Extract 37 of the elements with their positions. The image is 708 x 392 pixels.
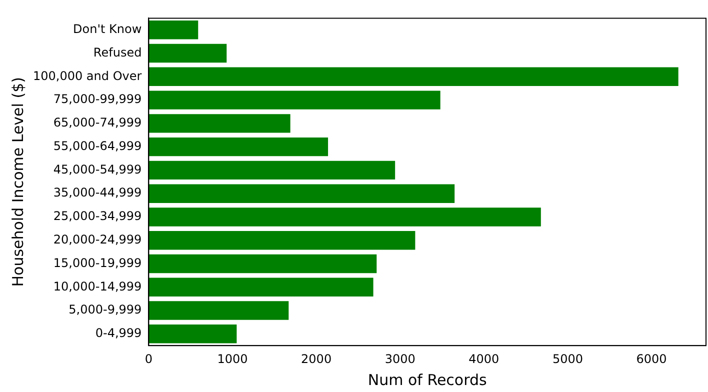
bar xyxy=(148,90,440,110)
x-tick-label: 3000 xyxy=(384,352,416,366)
y-tick-label: 20,000-24,999 xyxy=(53,232,142,246)
y-tick-label: Refused xyxy=(93,45,142,60)
x-tick-label: 2000 xyxy=(301,352,332,366)
y-axis-title: Household Income Level ($) xyxy=(8,77,27,287)
bar xyxy=(148,278,374,296)
x-tick-label: 5000 xyxy=(552,352,583,366)
y-tick-label: 45,000-54,999 xyxy=(53,162,142,176)
bar xyxy=(148,44,227,63)
x-tick-label: 1000 xyxy=(217,352,248,366)
y-tick-label: 75,000-99,999 xyxy=(53,92,142,106)
bar xyxy=(148,160,396,180)
x-tick-label: 6000 xyxy=(636,352,667,366)
bar xyxy=(148,67,678,86)
bar xyxy=(148,114,290,133)
y-tick-label: Don't Know xyxy=(73,22,142,36)
y-tick-label: 25,000-34,999 xyxy=(53,209,142,224)
bar xyxy=(148,324,237,344)
bar xyxy=(148,208,541,226)
x-axis-title: Num of Records xyxy=(368,370,488,389)
bar xyxy=(148,254,377,274)
bar xyxy=(148,20,198,40)
bar xyxy=(148,231,416,250)
bar xyxy=(148,137,328,156)
y-tick-label: 100,000 and Over xyxy=(32,68,142,83)
y-tick-label: 10,000-14,999 xyxy=(53,279,142,294)
x-tick-label: 4000 xyxy=(468,352,500,366)
y-tick-label: 65,000-74,999 xyxy=(53,116,142,130)
y-tick-label: 55,000-64,999 xyxy=(53,138,142,153)
y-tick-label: 15,000-19,999 xyxy=(53,256,142,270)
bar xyxy=(148,184,455,203)
bar xyxy=(148,301,289,320)
x-tick-label: 0 xyxy=(144,352,153,366)
y-tick-label: 5,000-9,999 xyxy=(68,302,142,317)
y-tick-label: 0-4,999 xyxy=(95,326,142,340)
y-tick-label: 35,000-44,999 xyxy=(53,186,142,200)
